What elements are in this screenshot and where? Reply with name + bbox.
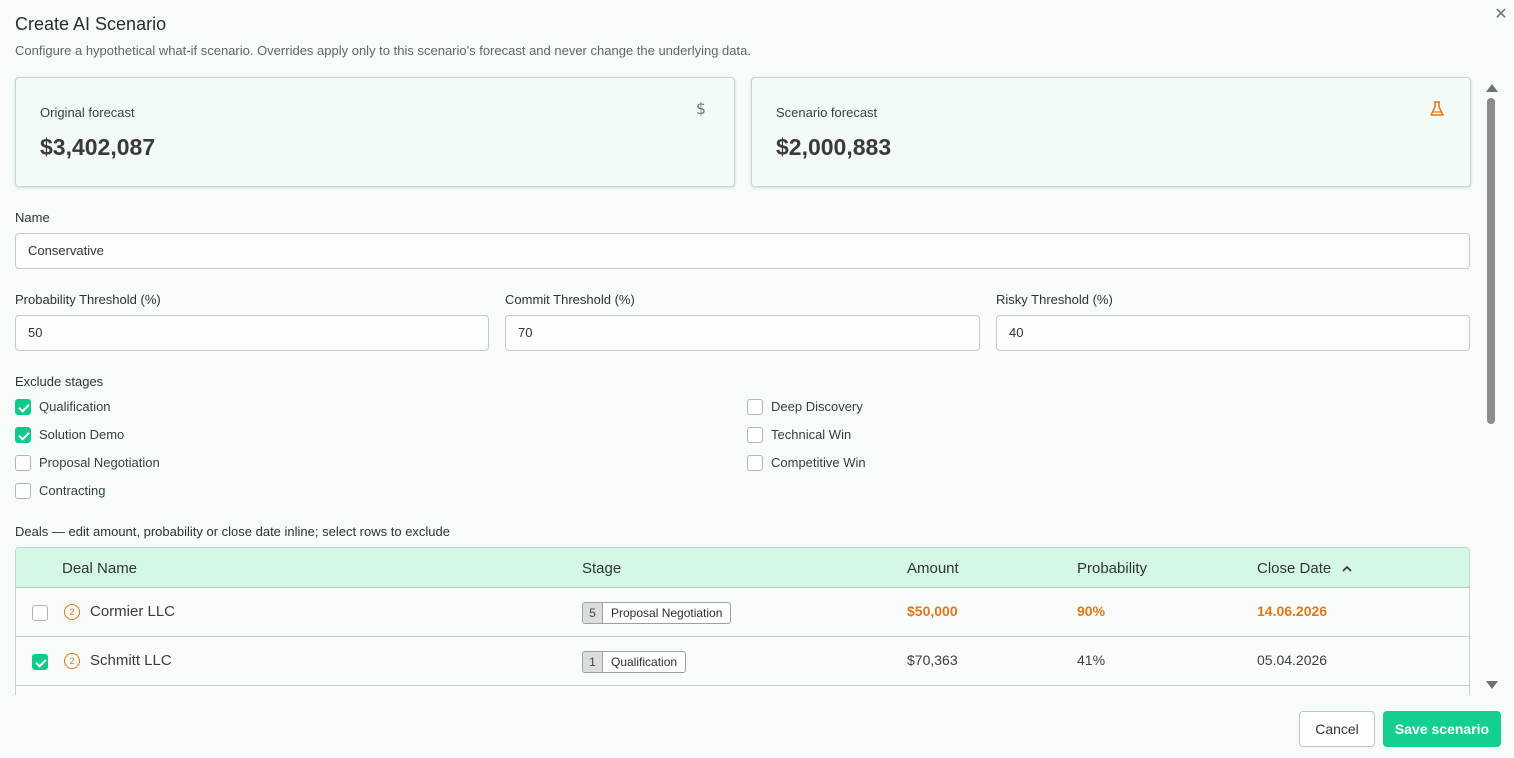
stage-label-technical-win: Technical Win bbox=[771, 427, 852, 442]
deal-amount[interactable]: $50,000 bbox=[907, 603, 958, 619]
stage-label-deep-discovery: Deep Discovery bbox=[771, 399, 863, 414]
deal-name[interactable]: Schmitt LLC bbox=[90, 652, 172, 669]
scenario-forecast-label: Scenario forecast bbox=[776, 105, 878, 120]
column-close-date[interactable]: Close Date bbox=[1257, 560, 1353, 577]
column-close-date-label: Close Date bbox=[1257, 560, 1332, 577]
stage-checkbox-contracting[interactable] bbox=[15, 483, 31, 499]
risky-threshold-field[interactable]: 40 bbox=[996, 315, 1470, 351]
column-stage[interactable]: Stage bbox=[582, 560, 622, 577]
row-select-checkbox[interactable] bbox=[32, 654, 48, 670]
stage-checkbox-qualification[interactable] bbox=[15, 399, 31, 415]
deal-close-date[interactable]: 05.04.2026 bbox=[1257, 652, 1328, 668]
probability-threshold-field[interactable]: 50 bbox=[15, 315, 489, 351]
scenario-forecast-value: $2,000,883 bbox=[776, 134, 892, 160]
commit-threshold-field[interactable]: 70 bbox=[505, 315, 980, 351]
save-scenario-button[interactable]: Save scenario bbox=[1383, 711, 1501, 747]
name-field[interactable]: Conservative bbox=[15, 233, 1470, 269]
commit-threshold-label: Commit Threshold (%) bbox=[505, 292, 635, 307]
deal-name[interactable]: Cormier LLC bbox=[90, 603, 176, 620]
cancel-button[interactable]: Cancel bbox=[1299, 711, 1375, 747]
close-icon[interactable]: ✕ bbox=[1494, 6, 1508, 23]
table-row[interactable]: 2 Cormier LLC 5 Proposal Negotiation $50… bbox=[16, 588, 1469, 637]
stage-number: 1 bbox=[583, 652, 603, 672]
deal-amount[interactable]: $70,363 bbox=[907, 652, 958, 668]
flask-icon bbox=[1430, 101, 1444, 116]
scroll-content[interactable]: Original forecast $3,402,087 $ Scenario … bbox=[0, 70, 1514, 695]
row-select-checkbox[interactable] bbox=[32, 605, 48, 621]
probability-threshold-label: Probability Threshold (%) bbox=[15, 292, 161, 307]
table-header: Deal Name Stage Amount Probability Close… bbox=[16, 548, 1469, 588]
stage-checkbox-competitive-win[interactable] bbox=[747, 455, 763, 471]
deal-close-date[interactable]: 14.06.2026 bbox=[1257, 603, 1328, 619]
scroll-down-arrow-icon[interactable] bbox=[1486, 681, 1498, 689]
dialog-subtitle: Configure a hypothetical what-if scenari… bbox=[15, 43, 751, 58]
risky-threshold-label: Risky Threshold (%) bbox=[996, 292, 1113, 307]
stage-name: Qualification bbox=[611, 655, 678, 669]
deal-probability[interactable]: 90% bbox=[1077, 603, 1106, 619]
name-label: Name bbox=[15, 210, 50, 225]
scenario-forecast-card: Scenario forecast $2,000,883 bbox=[751, 77, 1471, 187]
vertical-scrollbar[interactable] bbox=[1484, 82, 1498, 694]
stage-label-contracting: Contracting bbox=[39, 483, 106, 498]
stage-tag: 5 Proposal Negotiation bbox=[582, 602, 732, 624]
original-forecast-value: $3,402,087 bbox=[40, 134, 156, 160]
svg-text:$: $ bbox=[696, 100, 706, 118]
deal-probability[interactable]: 41% bbox=[1077, 652, 1106, 668]
stage-label-proposal-negotiation: Proposal Negotiation bbox=[39, 455, 160, 470]
stage-checkbox-deep-discovery[interactable] bbox=[747, 399, 763, 415]
stage-label-competitive-win: Competitive Win bbox=[771, 455, 866, 470]
stage-checkbox-technical-win[interactable] bbox=[747, 427, 763, 443]
exclude-stages-label: Exclude stages bbox=[15, 374, 104, 389]
column-amount[interactable]: Amount bbox=[907, 560, 959, 577]
original-forecast-card: Original forecast $3,402,087 $ bbox=[15, 77, 735, 187]
scroll-up-arrow-icon[interactable] bbox=[1486, 84, 1498, 92]
column-deal-name[interactable]: Deal Name bbox=[62, 560, 138, 577]
deals-table: Deal Name Stage Amount Probability Close… bbox=[15, 547, 1470, 695]
stage-checkbox-proposal-negotiation[interactable] bbox=[15, 455, 31, 471]
stage-checkbox-solution-demo[interactable] bbox=[15, 427, 31, 443]
column-probability[interactable]: Probability bbox=[1077, 560, 1148, 577]
chevron-up-icon[interactable] bbox=[1341, 564, 1353, 574]
table-row[interactable]: 2 Schmitt LLC 1 Qualification $70,363 41… bbox=[16, 637, 1469, 686]
original-forecast-label: Original forecast bbox=[40, 105, 135, 120]
stage-number: 5 bbox=[583, 603, 603, 623]
stage-label-solution-demo: Solution Demo bbox=[39, 427, 125, 442]
deals-label: Deals — edit amount, probability or clos… bbox=[15, 524, 450, 539]
scrollbar-thumb[interactable] bbox=[1487, 98, 1495, 424]
stage-tag: 1 Qualification bbox=[582, 651, 687, 673]
dialog-title: Create AI Scenario bbox=[15, 14, 167, 34]
priority-badge: 2 bbox=[64, 653, 80, 669]
stage-name: Proposal Negotiation bbox=[611, 606, 723, 620]
stage-label-qualification: Qualification bbox=[39, 399, 111, 414]
dollar-icon: $ bbox=[696, 100, 706, 118]
priority-badge: 2 bbox=[64, 604, 80, 620]
